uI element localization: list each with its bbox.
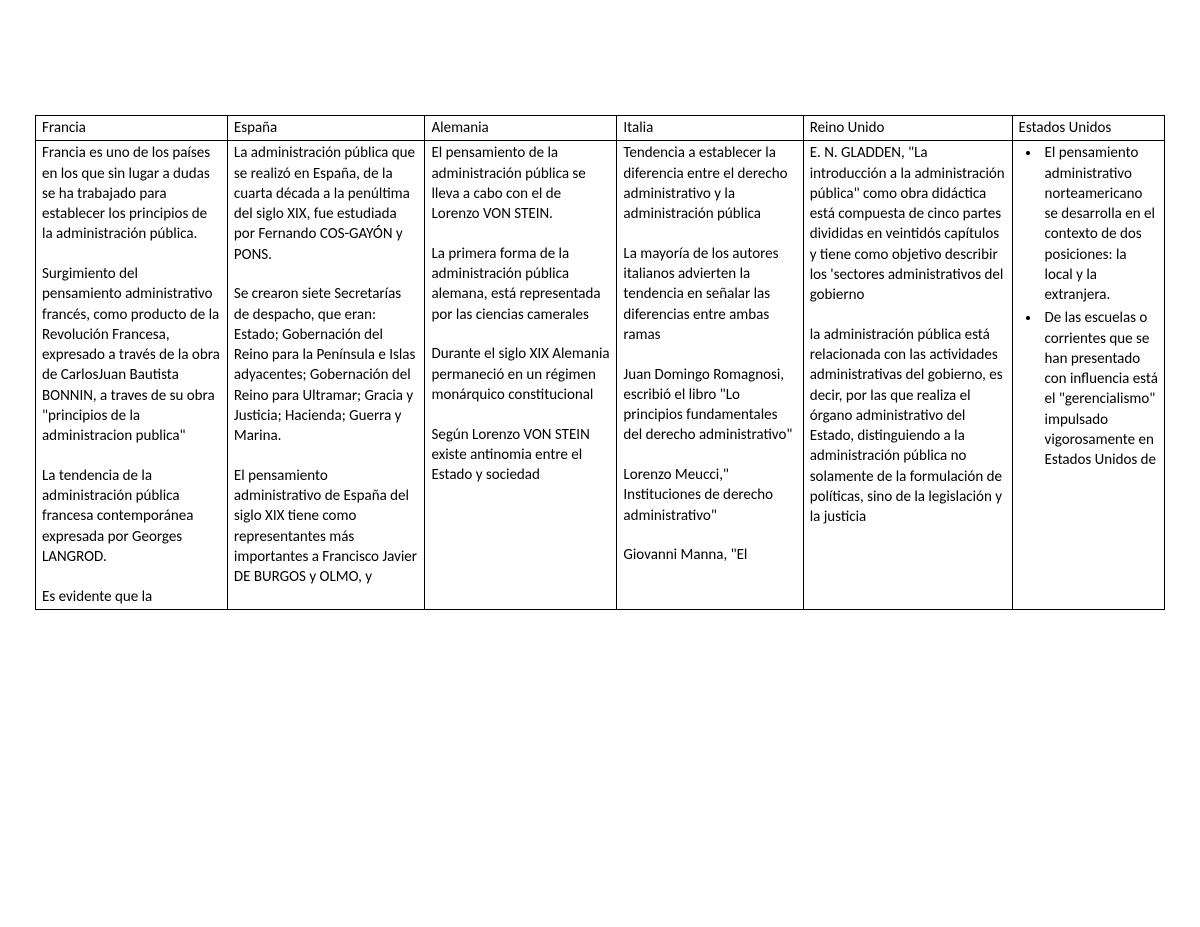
cell-espana: La administración pública que se realizó…: [227, 141, 425, 610]
table-header-row: Francia España Alemania Italia Reino Uni…: [36, 116, 1165, 141]
cell-alemania: El pensamiento de la administración públ…: [425, 141, 617, 610]
paragraph: Giovanni Manna, "El: [623, 545, 796, 565]
paragraph: Francia es uno de los países en los que …: [42, 143, 221, 244]
paragraph: Lorenzo Meucci," Instituciones de derech…: [623, 465, 796, 526]
paragraph: El pensamiento administrativo de España …: [234, 466, 419, 588]
paragraph: La administración pública que se realizó…: [234, 143, 419, 265]
paragraph: El pensamiento de la administración públ…: [431, 143, 610, 224]
paragraph: Durante el siglo XIX Alemania permaneció…: [431, 344, 610, 405]
list-item: El pensamiento administrativo norteameri…: [1041, 143, 1158, 305]
paragraph: la administración pública está relaciona…: [810, 325, 1006, 528]
paragraph: Surgimiento del pensamiento administrati…: [42, 264, 221, 446]
cell-italia: Tendencia a establecer la diferencia ent…: [617, 141, 803, 610]
paragraph: Es evidente que la: [42, 587, 221, 607]
paragraph: La tendencia de la administración públic…: [42, 466, 221, 567]
header-estados-unidos: Estados Unidos: [1012, 116, 1164, 141]
cell-reino-unido: E. N. GLADDEN, "La introducción a la adm…: [803, 141, 1012, 610]
cell-francia: Francia es uno de los países en los que …: [36, 141, 228, 610]
paragraph: La primera forma de la administración pú…: [431, 244, 610, 325]
paragraph: Se crearon siete Secretarías de despacho…: [234, 284, 419, 446]
comparison-table: Francia España Alemania Italia Reino Uni…: [35, 115, 1165, 610]
paragraph: E. N. GLADDEN, "La introducción a la adm…: [810, 143, 1006, 305]
header-alemania: Alemania: [425, 116, 617, 141]
paragraph: Juan Domingo Romagnosi, escribió el libr…: [623, 365, 796, 446]
header-francia: Francia: [36, 116, 228, 141]
header-espana: España: [227, 116, 425, 141]
table-body-row: Francia es uno de los países en los que …: [36, 141, 1165, 610]
bullet-list: El pensamiento administrativo norteameri…: [1019, 143, 1158, 470]
list-item: De las escuelas o corrientes que se han …: [1041, 308, 1158, 470]
document-page: Francia España Alemania Italia Reino Uni…: [0, 0, 1200, 610]
paragraph: Según Lorenzo VON STEIN existe antinomia…: [431, 425, 610, 486]
paragraph: Tendencia a establecer la diferencia ent…: [623, 143, 796, 224]
header-reino-unido: Reino Unido: [803, 116, 1012, 141]
cell-estados-unidos: El pensamiento administrativo norteameri…: [1012, 141, 1164, 610]
header-italia: Italia: [617, 116, 803, 141]
paragraph: La mayoría de los autores italianos advi…: [623, 244, 796, 345]
